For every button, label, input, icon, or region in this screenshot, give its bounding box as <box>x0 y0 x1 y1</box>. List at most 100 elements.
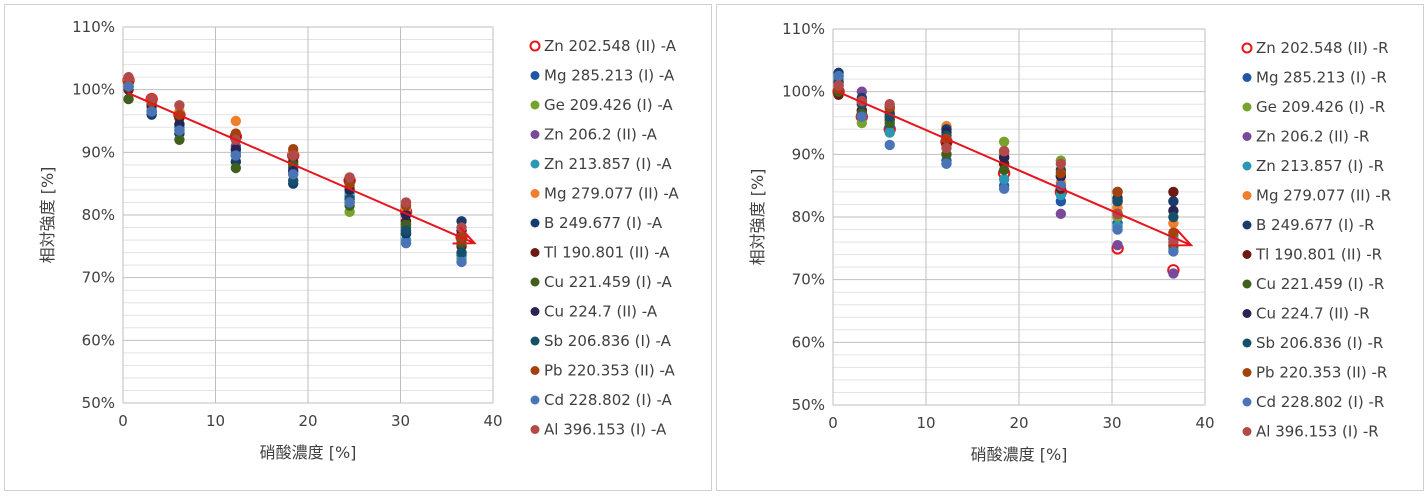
legend-marker <box>530 395 540 405</box>
legend-marker <box>530 366 540 375</box>
y-tick-label: 90% <box>792 145 825 163</box>
x-tick-label: 40 <box>1195 414 1214 432</box>
chart-panel-a: 50% 60% 70% 80% 90% 100% 110% 0 10 20 30 40 硝酸濃度 [%]… <box>4 4 712 491</box>
legend-item: Cu 221.459 (I) -A <box>530 273 673 291</box>
legend-item: Sb 206.836 (I) -A <box>530 332 672 350</box>
legend-item: Cd 228.802 (I) -A <box>530 391 673 409</box>
legend-item: Zn 202.548 (II) -R <box>1241 39 1389 57</box>
data-point <box>288 169 299 180</box>
legend-marker <box>530 130 540 139</box>
data-point <box>123 93 134 105</box>
legend-item: Cd 228.802 (I) -R <box>1242 393 1384 411</box>
legend-label: Cu 221.459 (I) -A <box>544 273 673 291</box>
series-13 <box>833 80 1179 248</box>
data-point <box>230 115 242 127</box>
legend-label: Pb 220.353 (II) -R <box>1256 364 1387 382</box>
y-tick-label: 70% <box>792 271 825 289</box>
y-axis-title: 相対強度 [%] <box>38 167 57 264</box>
legend-label: Cu 224.7 (II) -A <box>544 303 658 321</box>
legend-item: Mg 279.077 (II) -A <box>530 185 679 203</box>
data-point <box>1055 208 1067 220</box>
series-13 <box>123 71 467 233</box>
data-point <box>344 172 355 183</box>
chart-panel-r: 50% 60% 70% 80% 90% 100% 110% 0 10 20 30 40 硝酸濃度 [%]… <box>716 4 1424 491</box>
legend-label: Zn 206.2 (II) -A <box>544 126 658 144</box>
data-point <box>174 125 185 136</box>
data-point <box>1168 211 1179 223</box>
trend-arrow-line <box>837 90 1192 247</box>
legend-item: Al 396.153 (I) -A <box>530 421 667 439</box>
legend-item: Mg 279.077 (II) -R <box>1242 187 1391 205</box>
data-point <box>998 146 1010 157</box>
legend-item: Tl 190.801 (II) -A <box>530 244 670 262</box>
y-tick-label: 60% <box>82 331 115 349</box>
legend-marker <box>529 40 541 52</box>
data-point <box>400 238 412 249</box>
legend-label: Zn 213.857 (I) -A <box>544 155 672 173</box>
legend-item: Sb 206.836 (I) -R <box>1242 334 1383 352</box>
data-point <box>1112 196 1123 207</box>
legend-label: Pb 220.353 (II) -A <box>544 362 676 380</box>
legend-label: Ge 209.426 (I) -R <box>1256 98 1385 116</box>
legend-label: Sb 206.836 (I) -R <box>1256 334 1383 352</box>
data-point <box>456 256 467 268</box>
legend-item: Ge 209.426 (I) -R <box>1242 98 1385 116</box>
x-tick-label: 30 <box>391 412 410 430</box>
x-axis-title: 硝酸濃度 [%] <box>260 443 357 462</box>
legend-label: Sb 206.836 (I) -A <box>544 332 672 350</box>
legend-item: Zn 202.548 (II) -A <box>529 37 677 55</box>
legend-label: Zn 202.548 (II) -R <box>1256 39 1389 57</box>
data-point <box>456 247 467 258</box>
data-point <box>123 71 134 83</box>
data-point <box>288 150 299 161</box>
y-tick-label: 110% <box>72 18 115 36</box>
y-axis-title: 相対強度 [%] <box>748 169 767 266</box>
data-point <box>884 99 895 110</box>
legend-item: Pb 220.353 (II) -A <box>530 362 676 380</box>
legend-label: Al 396.153 (I) -R <box>1256 423 1379 441</box>
x-tick-label: 40 <box>483 412 502 430</box>
legend-item: Mg 285.213 (I) -R <box>1242 69 1387 87</box>
data-point <box>230 162 242 174</box>
data-point <box>1112 224 1123 235</box>
data-point <box>1055 167 1067 179</box>
legend-marker <box>1241 42 1253 54</box>
data-point <box>833 80 844 91</box>
legend-marker <box>1242 220 1252 230</box>
data-point <box>884 127 895 138</box>
legend-marker <box>1242 279 1252 289</box>
legend-marker <box>1242 338 1252 348</box>
legend-marker <box>1242 102 1252 112</box>
data-point <box>856 111 868 122</box>
legend-label: Tl 190.801 (II) -R <box>1255 246 1382 264</box>
data-point <box>941 158 952 169</box>
x-tick-label: 0 <box>828 414 838 432</box>
x-tick-label: 20 <box>298 412 317 430</box>
y-tick-label: 100% <box>782 83 825 101</box>
data-point <box>174 100 185 111</box>
y-tick-label: 50% <box>792 396 825 414</box>
legend-marker <box>530 218 540 228</box>
legend-item: Ge 209.426 (I) -A <box>530 96 673 114</box>
data-points <box>122 71 468 268</box>
legend-item: Zn 206.2 (II) -A <box>530 126 658 144</box>
legend-marker <box>530 425 540 434</box>
legend-item: Zn 213.857 (I) -A <box>530 155 672 173</box>
x-tick-label: 10 <box>916 414 935 432</box>
legend-marker <box>1242 132 1252 141</box>
legend-item: Cu 224.7 (II) -R <box>1242 305 1370 323</box>
y-tick-label: 90% <box>82 143 115 161</box>
data-point <box>146 106 157 117</box>
legend-label: B 249.677 (I) -R <box>1256 216 1375 234</box>
series-12 <box>833 70 1179 257</box>
legend-label: Cd 228.802 (I) -A <box>544 391 673 409</box>
chart-a: 50% 60% 70% 80% 90% 100% 110% 0 10 20 30 40 硝酸濃度 [%]… <box>38 18 679 462</box>
legend: Zn 202.548 (II) -R Mg 285.213 (I) -R Ge 20… <box>1241 39 1391 441</box>
legend-label: B 249.677 (I) -A <box>544 214 663 232</box>
legend-item: Pb 220.353 (II) -R <box>1242 364 1387 382</box>
y-tick-label: 80% <box>82 206 115 224</box>
legend-marker <box>530 71 540 80</box>
trend-arrow-head <box>1169 228 1194 247</box>
legend-marker <box>530 277 540 287</box>
data-point <box>998 136 1010 147</box>
